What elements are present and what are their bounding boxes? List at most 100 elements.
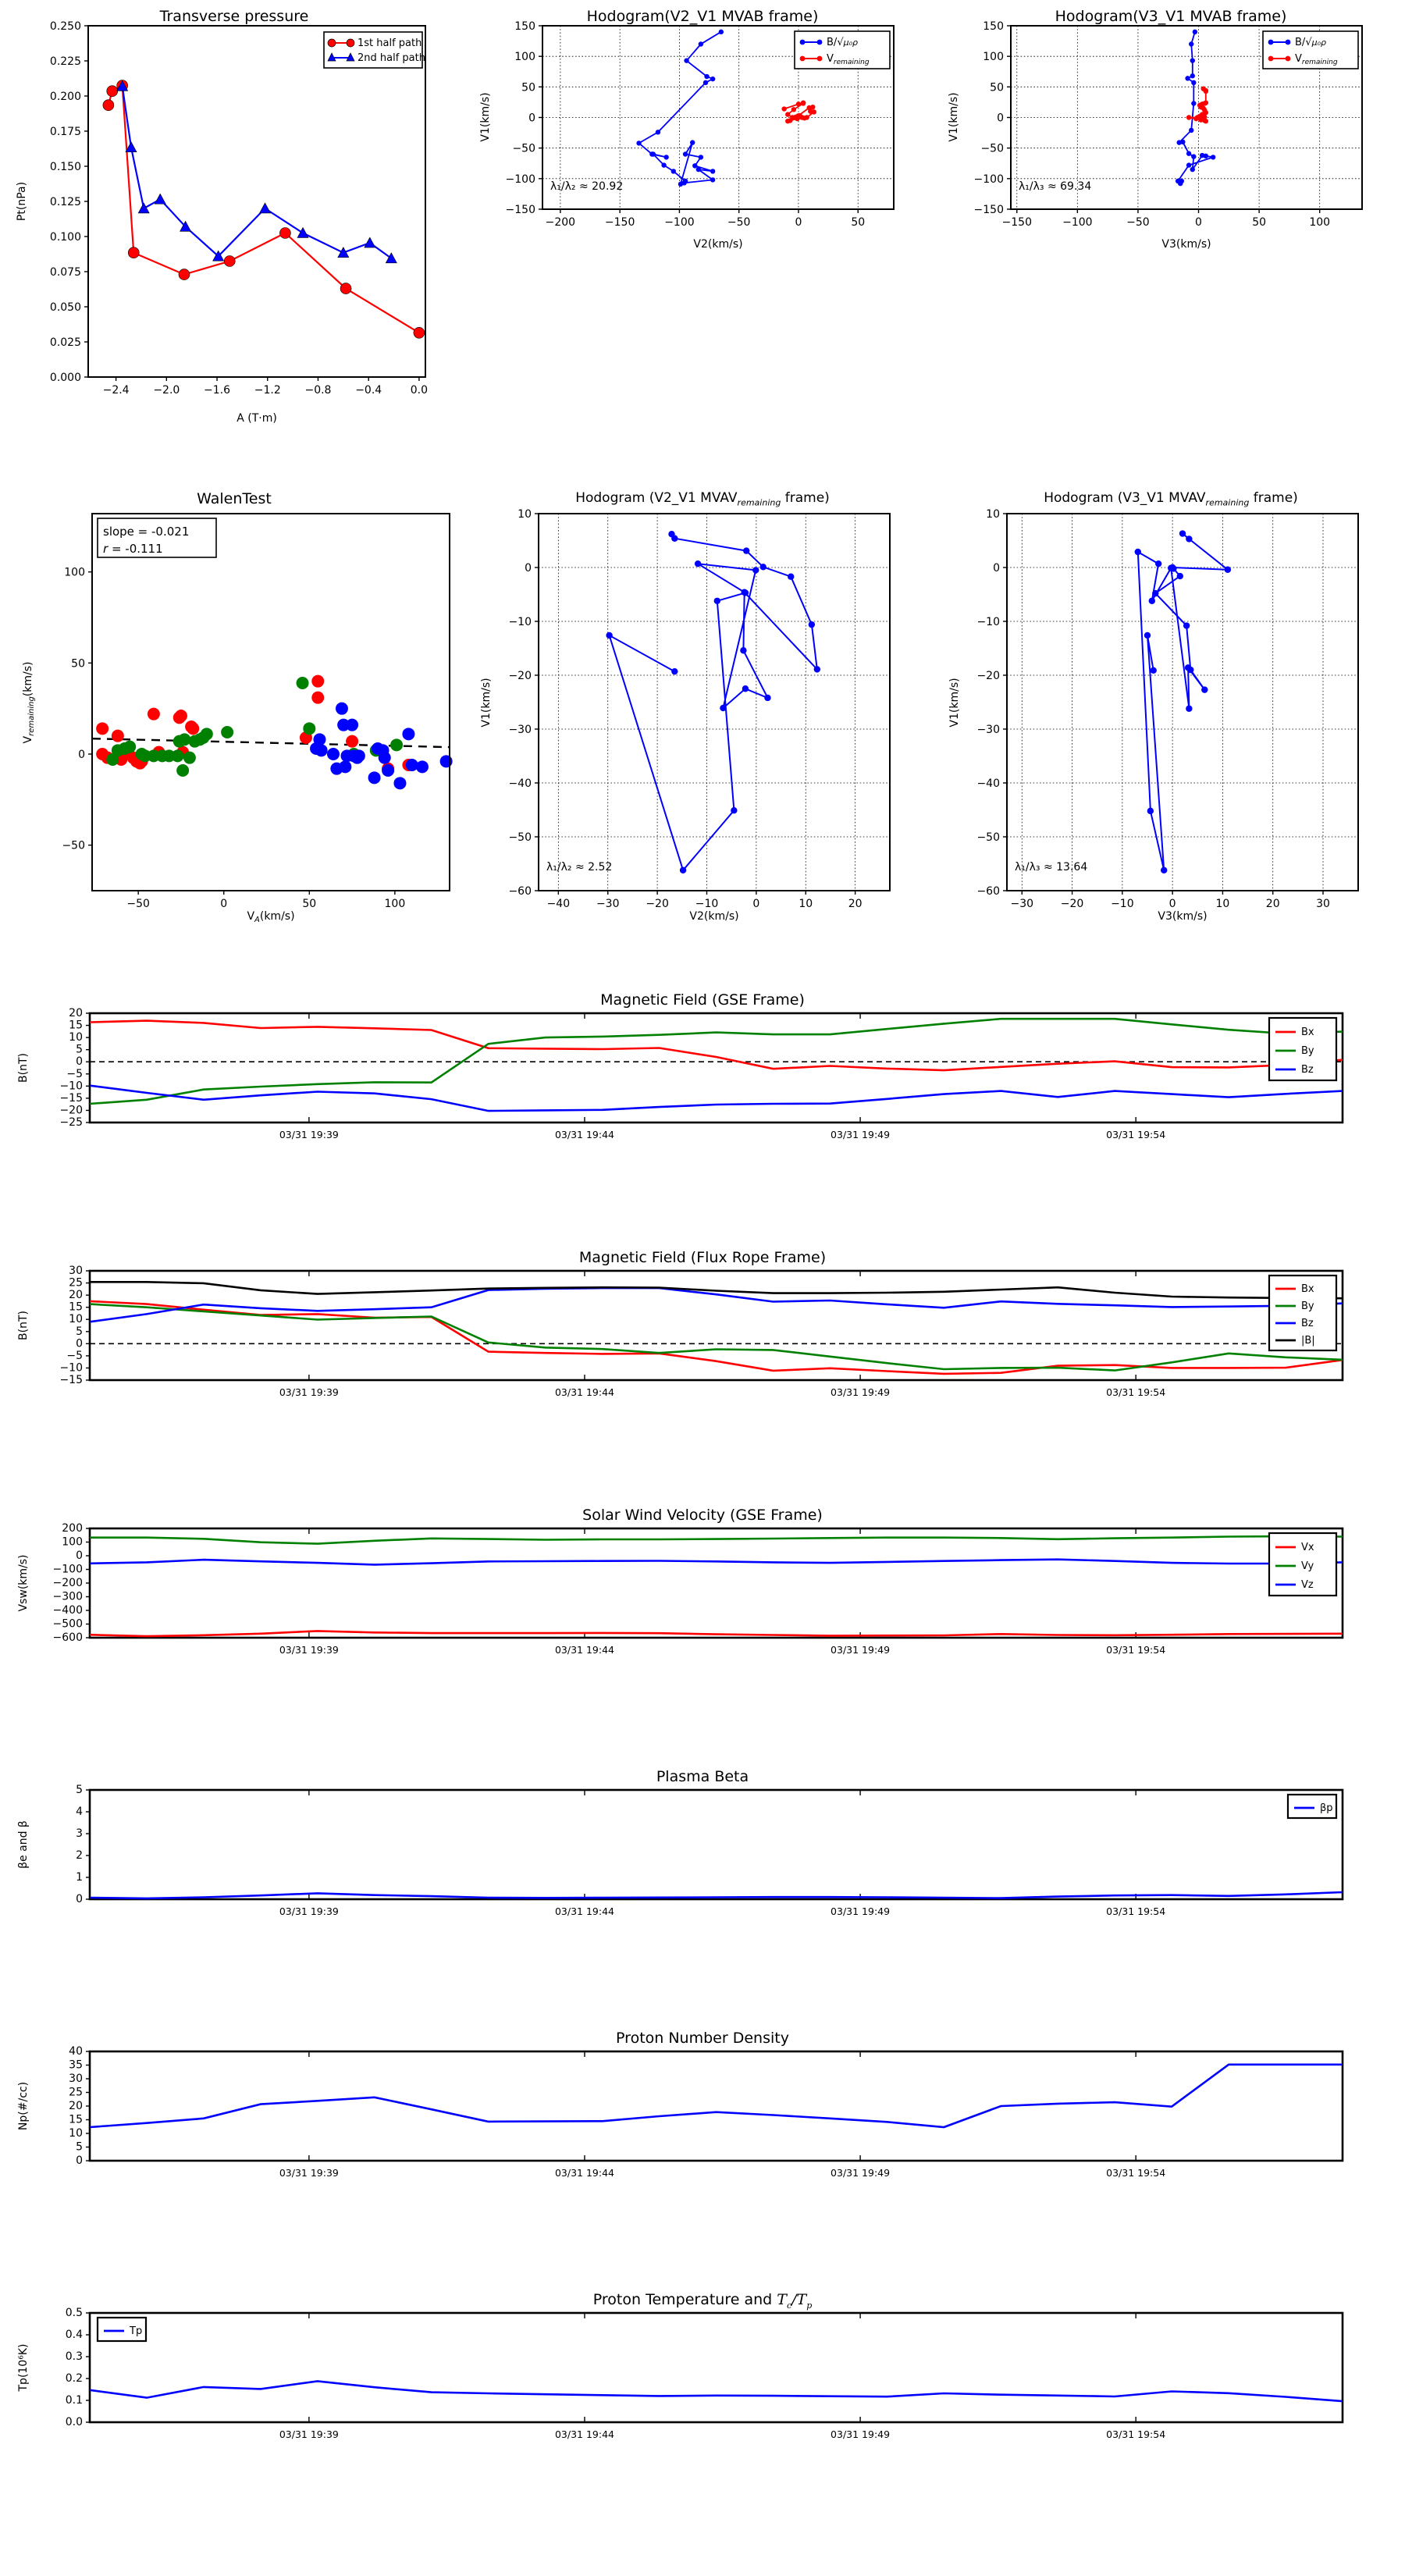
legend-label-2nd-half: 2nd half path: [357, 52, 425, 64]
data-point: [670, 169, 676, 174]
yaxis-label-transverse-pressure: Pt(nPa): [16, 182, 28, 221]
ytick-label: 0: [76, 1055, 83, 1068]
ytick-label: 0.050: [50, 301, 81, 314]
ytick-label: −100: [506, 173, 535, 186]
xtick-label-time: 03/31 19:54: [1106, 1386, 1165, 1398]
ytick-label: −500: [53, 1618, 83, 1631]
data-point: [96, 722, 109, 735]
data-point: [178, 269, 190, 280]
ytick-label: 40: [69, 2045, 83, 2058]
data-point: [127, 247, 140, 259]
xtick-label: −50: [727, 216, 751, 229]
data-point: [1148, 597, 1155, 604]
panel-title-transverse-pressure: Transverse pressure: [159, 8, 309, 25]
xaxis-label-hodogram-v3v1-mvav: V3(km/s): [1158, 910, 1207, 923]
panel-magnetic-field-gse: Magnetic Field (GSE Frame) −25 −20 −15 −10−…: [0, 991, 1405, 1147]
legend-label-Bx: Bx: [1301, 1026, 1314, 1038]
xtick-label: −100: [1062, 216, 1092, 229]
data-point: [811, 109, 816, 115]
ytick-label: −100: [53, 1564, 83, 1576]
xtick-label: −0.8: [304, 384, 331, 397]
plot-hodogram-v3v1-mvav: −30 −20 −10 0 10 20 30 −60 −50 −40 −30 −20 −10 0 10 V3…: [948, 508, 1359, 923]
ytick-label: 20: [69, 1289, 83, 1301]
ytick-label: −20: [59, 1104, 83, 1116]
legend-label-Tp: Tp: [129, 2325, 142, 2337]
data-point: [1152, 589, 1159, 597]
data-point: [1192, 29, 1198, 35]
ytick-label: 0.3: [66, 2350, 83, 2363]
annotation-lambda-ratio-v3v1-mvab: λ₁/λ₃ ≈ 69.34: [1019, 180, 1091, 193]
ytick-label: 20: [69, 2100, 83, 2112]
ytick-label: 30: [69, 1265, 83, 1277]
axes-frame: [88, 1269, 1344, 1382]
xtick-label: −2.0: [153, 384, 180, 397]
legend-box: [1286, 1793, 1338, 1820]
panel-title-proton-temperature: Proton Temperature and Tc/Tp: [592, 2291, 813, 2311]
data-point: [183, 751, 196, 764]
data-point: [111, 729, 124, 742]
panel-title-hodogram-v3v1-mvab: Hodogram(V3_V1 MVAB frame): [1055, 8, 1287, 25]
xtick-label-time: 03/31 19:44: [555, 2428, 614, 2440]
xtick-label: −200: [546, 216, 575, 229]
data-point: [731, 806, 738, 814]
ytick-label: 50: [990, 81, 1004, 94]
ytick-label: 200: [62, 1522, 83, 1535]
series-line-Bx: [89, 1019, 1343, 1072]
data-point: [415, 760, 429, 774]
xtick-label: 20: [848, 898, 863, 910]
xtick-label: 0: [220, 898, 227, 910]
ytick-label: 0.100: [50, 231, 81, 244]
data-point: [1190, 73, 1195, 79]
ytick-label: −50: [512, 143, 535, 155]
xtick-label-time: 03/31 19:49: [831, 1129, 890, 1140]
xtick-label: −1.6: [204, 384, 230, 397]
xtick-label: −150: [605, 216, 635, 229]
ytick-label: −60: [508, 885, 532, 898]
ytick-label: 0: [528, 112, 535, 125]
axes-frame: [88, 1788, 1344, 1901]
ytick-label: −200: [53, 1577, 83, 1589]
panel-transverse-pressure: Transverse pressure −2.4 −2.0 −1.6 −1.2 −0.8…: [0, 0, 468, 453]
panel-hodogram-v2v1-mvab: Hodogram(V2_V1 MVAB frame) −200 −150 −100−…: [468, 0, 937, 453]
data-point: [1179, 530, 1186, 537]
legend-hodogram-v3v1-mvab: B/√μ₀ρ Vremaining: [1262, 30, 1359, 69]
data-point: [106, 753, 119, 766]
annotation-lambda-ratio-v2v1-mvab: λ₁/λ₂ ≈ 20.92: [550, 180, 623, 193]
data-point: [1189, 41, 1194, 47]
data-point: [1168, 564, 1175, 571]
legend-label-b-alfven: B/√μ₀ρ: [1295, 37, 1326, 48]
ytick-label: 0.000: [50, 372, 81, 384]
ytick-label: 1: [76, 1871, 83, 1884]
ytick-label: 15: [69, 1019, 83, 1032]
title-part-pre: Proton Temperature and: [592, 2291, 777, 2308]
ytick-label: 0.1: [66, 2394, 83, 2407]
data-point: [692, 163, 698, 169]
ytick-label: −50: [980, 143, 1004, 155]
data-point: [1210, 155, 1216, 160]
ytick-label: 0.125: [50, 196, 81, 208]
xtick-label: 20: [1266, 898, 1280, 910]
panel-title-solar-wind-velocity: Solar Wind Velocity (GSE Frame): [582, 1507, 823, 1524]
data-point: [123, 740, 137, 753]
xtick-label: 10: [799, 898, 813, 910]
legend-label-Bx: Bx: [1301, 1283, 1314, 1295]
ytick-label: 100: [983, 51, 1004, 63]
xaxis-label-hodogram-v2v1-mvab: V2(km/s): [693, 238, 742, 251]
xtick-label-time: 03/31 19:39: [279, 1905, 339, 1917]
data-point: [1186, 151, 1192, 156]
plot-plasma-beta: 0 1 2 3 4 5 03/31 19:39 03/31 19:44 03/31 19:49 0…: [17, 1784, 1344, 1917]
legend-label-By: By: [1301, 1300, 1314, 1312]
xtick-label-time: 03/31 19:49: [831, 1386, 890, 1398]
data-point: [340, 283, 352, 294]
data-point: [200, 728, 213, 741]
ytick-label: 10: [69, 1031, 83, 1044]
data-point: [718, 29, 724, 35]
data-point: [1184, 664, 1192, 671]
data-point: [813, 666, 821, 673]
data-point: [702, 80, 709, 86]
ytick-label: 0.0: [66, 2416, 83, 2428]
series-line-|B|: [90, 1281, 1343, 1300]
data-point: [1134, 548, 1141, 556]
data-point: [279, 227, 291, 239]
